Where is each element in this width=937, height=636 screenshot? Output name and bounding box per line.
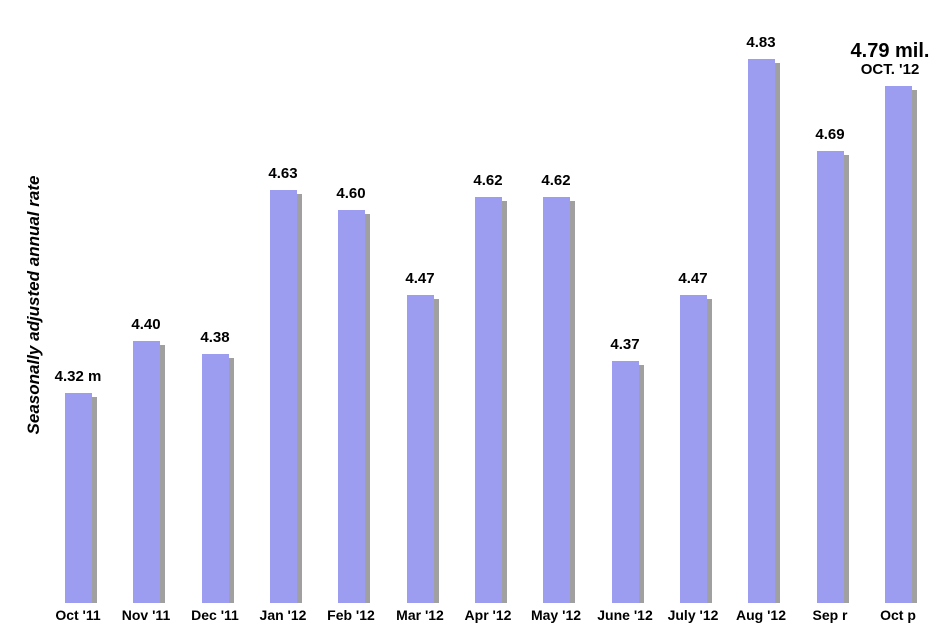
bar-shadow bbox=[91, 397, 97, 603]
bar-value-label: 4.40 bbox=[131, 315, 161, 333]
x-axis-label: Sep r bbox=[812, 607, 848, 623]
chart-bar bbox=[747, 59, 775, 603]
bar-shadow bbox=[296, 194, 302, 603]
chart-bar bbox=[406, 295, 434, 603]
bar-value-label: 4.83 bbox=[746, 33, 776, 51]
bar-shadow bbox=[569, 201, 575, 603]
bar-value-label: 4.62 bbox=[541, 171, 571, 189]
chart-bar bbox=[884, 86, 912, 603]
bar-value-label: 4.37 bbox=[610, 335, 640, 353]
bar-value-label: 4.32 m bbox=[54, 367, 102, 385]
x-axis-label: Jan '12 bbox=[259, 607, 307, 623]
bar-value-label: 4.38 bbox=[200, 328, 230, 346]
chart-bar bbox=[132, 341, 160, 603]
chart-bar bbox=[679, 295, 707, 603]
x-axis-label: Oct p bbox=[880, 607, 916, 623]
bar-value-label: 4.60 bbox=[336, 184, 366, 202]
chart-bar bbox=[337, 210, 365, 603]
bar-shadow bbox=[501, 201, 507, 603]
chart-bar bbox=[611, 361, 639, 603]
x-axis-label: Apr '12 bbox=[464, 607, 512, 623]
bar-value-label: 4.69 bbox=[815, 125, 845, 143]
bar-shadow bbox=[774, 63, 780, 603]
bar-value-label: 4.63 bbox=[268, 164, 298, 182]
x-axis-label: Aug '12 bbox=[735, 607, 786, 623]
chart-bar bbox=[474, 197, 502, 603]
chart-bar bbox=[269, 190, 297, 603]
highlight-sub-label: OCT. '12 bbox=[860, 60, 920, 78]
bar-shadow bbox=[706, 299, 712, 603]
bar-shadow bbox=[638, 365, 644, 603]
bar-shadow bbox=[228, 358, 234, 603]
x-axis-label: July '12 bbox=[667, 607, 719, 623]
x-axis-label: Feb '12 bbox=[327, 607, 375, 623]
bar-value-label: 4.47 bbox=[405, 269, 435, 287]
x-axis-label: Mar '12 bbox=[396, 607, 444, 623]
x-axis-label: Oct '11 bbox=[55, 607, 101, 623]
bar-shadow bbox=[433, 299, 439, 603]
bar-value-label: 4.62 bbox=[473, 171, 503, 189]
chart-bar bbox=[816, 151, 844, 603]
bar-shadow bbox=[843, 155, 849, 603]
chart-bar bbox=[201, 354, 229, 603]
x-axis-label: June '12 bbox=[597, 607, 653, 623]
x-axis-label: Nov '11 bbox=[121, 607, 171, 623]
x-axis-label: Dec '11 bbox=[191, 607, 239, 623]
x-axis-label: May '12 bbox=[530, 607, 582, 623]
highlight-value-label: 4.79 mil. bbox=[850, 39, 930, 62]
chart-bar bbox=[64, 393, 92, 603]
bar-value-label: 4.79 mil. OCT. '12 bbox=[815, 40, 937, 79]
y-axis-label: Seasonally adjusted annual rate bbox=[24, 175, 43, 435]
bar-shadow bbox=[159, 345, 165, 603]
bar-shadow bbox=[364, 214, 370, 603]
chart-bar bbox=[542, 197, 570, 603]
bar-value-label: 4.47 bbox=[678, 269, 708, 287]
bar-shadow bbox=[911, 90, 917, 603]
